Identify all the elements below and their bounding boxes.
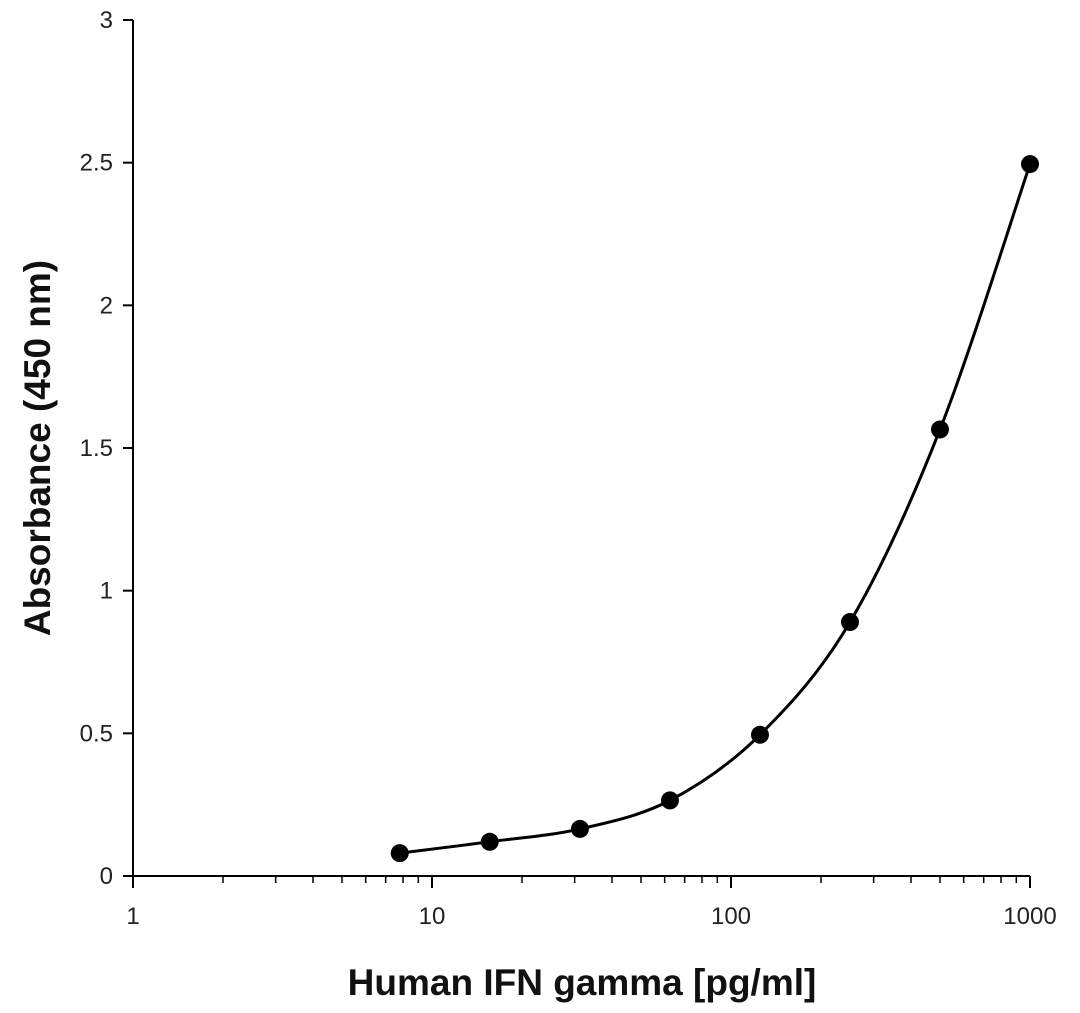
x-tick-label: 1000 [1003,903,1056,930]
data-point [1021,155,1039,174]
series-layer [390,155,1039,863]
y-tick-label: 2 [100,292,113,319]
data-point [480,832,499,851]
x-tick-label: 1 [126,903,139,930]
x-axis-title: Human IFN gamma [pg/ml] [348,962,817,1003]
y-tick-label: 1.5 [80,435,113,462]
data-point [660,791,679,810]
data-point [930,420,949,439]
y-tick-label: 0 [100,863,113,890]
data-point [570,819,589,838]
x-tick-label: 10 [419,903,446,930]
y-tick-label: 3 [100,7,113,34]
y-tick-label: 1 [100,578,113,605]
y-tick-label: 0.5 [80,720,113,747]
y-tick-label: 2.5 [80,150,113,177]
series-line [399,163,1032,855]
data-point [390,844,409,863]
data-point [750,725,769,744]
y-axis: 0 0.5 1 1.5 2 2.5 3 [80,7,134,890]
data-point [840,613,859,632]
y-axis-title: Absorbance (450 nm) [17,260,58,636]
x-tick-label: 100 [711,903,751,930]
x-axis: 1 10 100 1000 [126,875,1057,930]
